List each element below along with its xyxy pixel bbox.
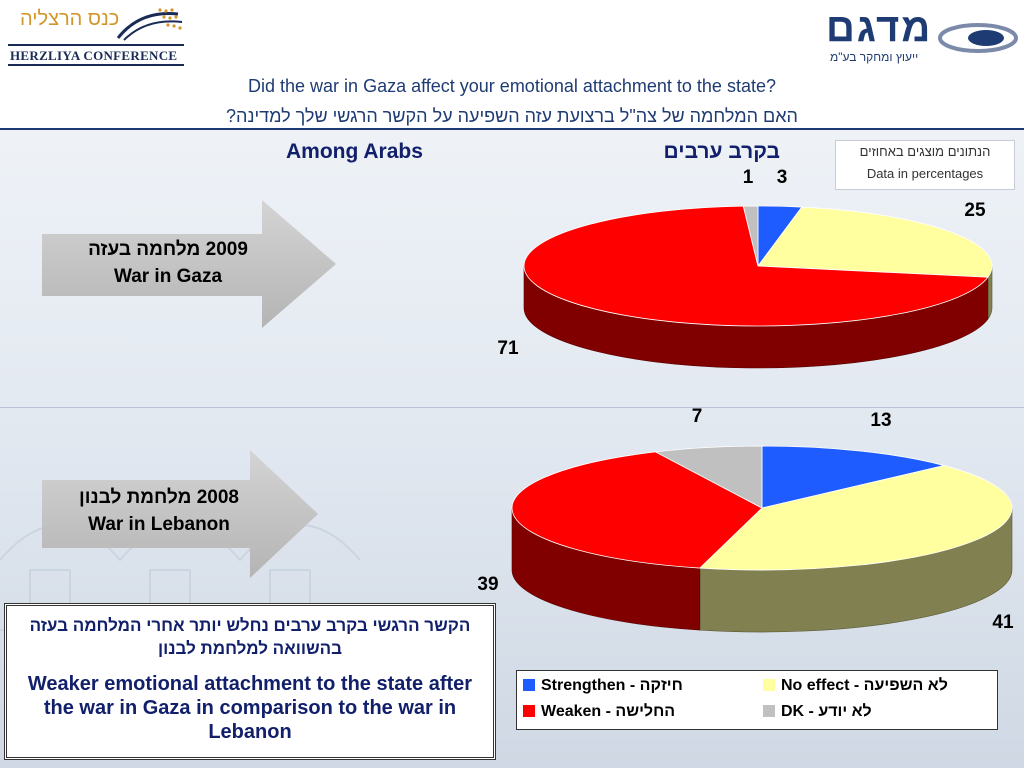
pie1-value-no-effect: 25: [964, 200, 986, 221]
pie2-slice-strengthen: [761, 445, 945, 509]
logo-rule-bottom: [8, 64, 184, 66]
arrow-gaza-label: 2009 מלחמה בעזה War in Gaza: [46, 236, 290, 290]
subtitle-english: Among Arabs: [286, 140, 423, 163]
pie2-slice-weaken: [511, 451, 763, 569]
arrow-lebanon-hebrew: 2008 מלחמת לבנון: [79, 487, 239, 508]
arrow-gaza-english: War in Gaza: [113, 266, 223, 287]
pie2-value-no-effect: 41: [992, 612, 1014, 633]
legend-item-strengthen: Strengthen - חיזקה: [523, 675, 683, 697]
logo-rule-top: [8, 44, 184, 46]
pie1-slice-dk: [742, 205, 759, 267]
logo-emblem-icon: [116, 8, 183, 41]
pie1-slice-no-effect: [757, 206, 993, 278]
pie2-value-weaken: 39: [477, 574, 498, 595]
madgam-logo: מדגם ייעוץ ומחקר בע"מ: [826, 6, 1018, 68]
arrow-lebanon-shape: [42, 450, 318, 578]
subtitle-hebrew: בקרב ערבים: [663, 140, 780, 163]
question-hebrew: האם המלחמה של צה"ל ברצועת עזה השפיעה על …: [226, 106, 798, 126]
pie-chart-2: 13 41 39 7: [477, 406, 1014, 633]
arrow-lebanon-english: War in Lebanon: [88, 514, 230, 535]
legend-label-weaken: Weaken - החלישה: [541, 703, 676, 720]
legend-item-weaken: Weaken - החלישה: [523, 701, 675, 723]
legend-swatch-dk: [763, 705, 775, 717]
logo-subtitle: ייעוץ ומחקר בע"מ: [830, 50, 919, 64]
pie2-slice-no-effect: [698, 465, 1013, 571]
pie1-slice-weaken: [523, 205, 989, 327]
pie-chart-1: 3 25 71 1: [497, 167, 993, 369]
legend-label-no-effect: No effect - לא השפיעה: [781, 677, 948, 694]
conclusion-english: Weaker emotional attachment to the state…: [27, 673, 473, 743]
legend-item-dk: DK - לא יודע: [763, 701, 872, 723]
arrow-gaza-hebrew: 2009 מלחמה בעזה: [88, 239, 248, 260]
section-divider: [0, 407, 1024, 408]
logo-hebrew-text: כנס הרצליה: [20, 8, 120, 30]
legend-label-strengthen: Strengthen - חיזקה: [541, 677, 683, 694]
note-english: Data in percentages: [866, 166, 984, 181]
conclusion-box: הקשר הרגשי בקרב ערבים נחלש יותר אחרי המל…: [4, 603, 496, 760]
legend-swatch-weaken: [523, 705, 535, 717]
legend-swatch-no-effect: [763, 679, 775, 691]
logo-name: מדגם: [826, 6, 933, 50]
question-english: Did the war in Gaza affect your emotiona…: [248, 76, 776, 96]
pie2-slice-dk: [654, 445, 763, 509]
legend-swatch-strengthen: [523, 679, 535, 691]
legend-label-dk: DK - לא יודע: [781, 703, 872, 720]
header-divider: [0, 128, 1024, 130]
pie1-value-weaken: 71: [497, 338, 519, 359]
legend-item-no-effect: No effect - לא השפיעה: [763, 675, 948, 697]
logo-english-text: HERZLIYA CONFERENCE: [10, 48, 178, 63]
pie2-value-strengthen: 13: [870, 410, 891, 431]
herzliya-conference-logo: כנס הרצליה HERZLIYA CONFERENCE: [6, 4, 184, 66]
logo-swoosh-icon: [938, 23, 1018, 53]
conclusion-hebrew: הקשר הרגשי בקרב ערבים נחלש יותר אחרי המל…: [29, 616, 471, 658]
pie1-value-strengthen: 3: [777, 167, 788, 188]
note-hebrew: הנתונים מוצגים באחוזים: [859, 144, 991, 159]
arrow-gaza-shape: [42, 200, 336, 328]
pie1-value-dk: 1: [743, 167, 754, 188]
pie2-value-dk: 7: [692, 406, 703, 427]
percentages-note: הנתונים מוצגים באחוזים Data in percentag…: [835, 140, 1015, 190]
chart-legend: Strengthen - חיזקה No effect - לא השפיעה…: [516, 670, 998, 730]
arrow-lebanon-label: 2008 מלחמת לבנון War in Lebanon: [46, 484, 272, 538]
